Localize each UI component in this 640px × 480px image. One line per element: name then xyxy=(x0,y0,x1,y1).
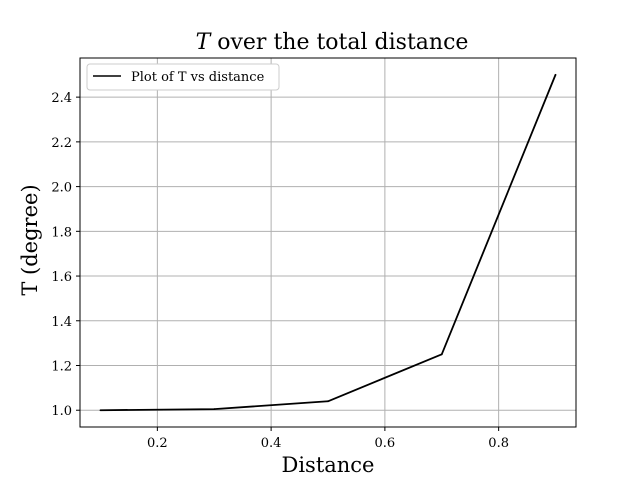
y-tick-label: 1.2 xyxy=(51,360,72,375)
data-point xyxy=(440,353,443,356)
data-point xyxy=(554,73,557,76)
axis-ticks: 0.2 0.4 0.6 0.8 1.0 1.2 1.4 1.6 1.8 2.0 2.2 2.4 xyxy=(51,91,509,451)
y-tick-label: 2.4 xyxy=(51,91,72,106)
y-tick-label: 2.2 xyxy=(51,136,72,151)
legend-box xyxy=(86,63,280,91)
series-line xyxy=(100,74,557,412)
data-point xyxy=(99,409,102,412)
x-tick-label: 0.4 xyxy=(261,436,282,451)
y-tick-label: 1.8 xyxy=(51,225,72,240)
legend: Plot of T vs distance xyxy=(86,63,280,91)
y-tick-label: 1.0 xyxy=(51,404,72,419)
x-tick-label: 0.6 xyxy=(375,436,396,451)
chart-title-rest: over the total distance xyxy=(210,30,468,55)
chart-title: T over the total distance xyxy=(196,30,469,55)
x-tick-label: 0.8 xyxy=(488,436,509,451)
x-tick-label: 0.2 xyxy=(147,436,168,451)
data-point xyxy=(327,400,329,403)
grid-lines xyxy=(80,58,576,427)
y-tick-label: 1.6 xyxy=(51,270,72,285)
chart-title-symbol: T xyxy=(196,30,213,55)
data-point xyxy=(213,408,216,411)
x-axis-label: Distance xyxy=(281,453,374,477)
legend-label: Plot of T vs distance xyxy=(131,70,265,85)
plot-area-frame xyxy=(79,57,577,428)
series-group xyxy=(99,73,557,412)
y-axis-label: T (degree) xyxy=(18,184,42,295)
y-tick-label: 1.4 xyxy=(51,315,72,330)
y-tick-label: 2.0 xyxy=(51,181,72,196)
